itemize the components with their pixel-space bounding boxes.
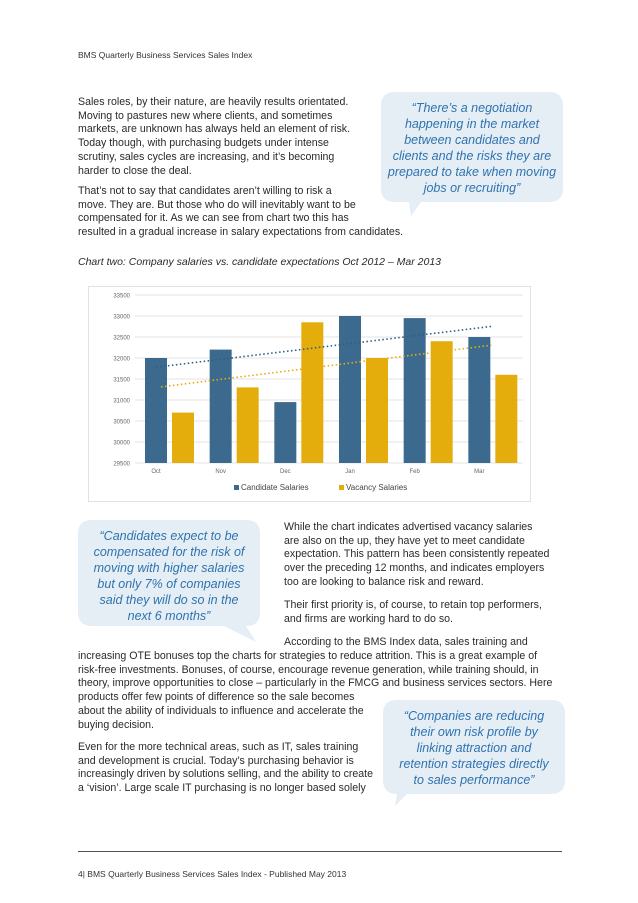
bar-chart: 29500 30000 30500 31000 31500 32000 32500 33000… (113, 294, 523, 492)
text-line: Sales roles, by their nature, are heavil… (78, 96, 349, 108)
y-tick-label: 33000 (113, 315, 130, 321)
text-line: markets, are unknown has always held an … (78, 123, 351, 136)
legend-swatch-candidate (234, 485, 239, 490)
chart-title: Chart two: Company salaries vs. candidat… (78, 256, 442, 268)
text-line: resulted in a gradual increase in salary… (78, 226, 404, 239)
page-header: BMS Quarterly Business Services Sales In… (78, 50, 253, 60)
quote-line: jobs or recruiting” (423, 181, 521, 195)
chart-container: 29500 30000 30500 31000 31500 32000 32500 33000… (88, 286, 531, 502)
body-full-width: increasing OTE bonuses top the charts fo… (78, 650, 552, 732)
x-tick-label: Feb (409, 469, 420, 475)
text-line: move. They are. But those who do will in… (78, 198, 356, 211)
bar-vacancy (495, 374, 518, 463)
quote-line: between candidates and (404, 133, 540, 147)
pull-quote-negotiation: “There’s a negotiation happening in the … (381, 92, 563, 218)
quote-line: next 6 months” (127, 609, 211, 623)
bar-candidate (468, 337, 491, 463)
text-line: Moving to pastures new where clients, an… (78, 109, 333, 122)
x-tick-label: Jan (345, 469, 355, 475)
y-tick-label: 31000 (113, 399, 130, 405)
pull-quote-companies: “Companies are reducing their own risk p… (383, 700, 565, 808)
text-line: According to the BMS Index data, sales t… (284, 636, 528, 648)
quote-line: “Candidates expect to be (99, 529, 239, 543)
text-line: Even for the more technical areas, such … (78, 741, 359, 753)
quote-line: their own risk profile by (410, 725, 538, 739)
legend-label-candidate: Candidate Salaries (241, 483, 309, 492)
quote-line: clients and the risks they are (392, 149, 552, 163)
text-line: and development is crucial. Today’s purc… (78, 754, 354, 767)
text-line: While the chart indicates advertised vac… (284, 521, 533, 533)
intro-paragraph-1: Sales roles, by their nature, are heavil… (78, 96, 350, 178)
text-line: increasingly driven by solutions selling… (78, 768, 374, 781)
text-line: scrutiny, sales cycles are increasing, a… (78, 150, 335, 163)
pull-quote-candidates: “Candidates expect to be compensated for… (78, 520, 260, 644)
text-line: a ‘vision’. Large scale IT purchasing is… (78, 782, 366, 795)
quote-line: moving with higher salaries (93, 561, 245, 575)
text-line: products offer few points of difference … (78, 691, 355, 704)
legend-label-vacancy: Vacancy Salaries (346, 483, 407, 492)
bar-vacancy (301, 322, 324, 463)
text-line: are also on the up, they have yet to mee… (284, 534, 525, 547)
y-tick-label: 30000 (113, 441, 130, 447)
quote-line: retention strategies directly (399, 757, 549, 771)
x-tick-label: Dec (280, 469, 291, 475)
quote-line: linking attraction and (416, 741, 532, 755)
y-tick-label: 30500 (113, 420, 130, 426)
quote-line: said they will do so in the (99, 593, 239, 607)
trendline-candidate (155, 325, 492, 368)
speech-bubble-shape (78, 520, 260, 642)
bar-vacancy (430, 341, 453, 463)
quote-line: “There’s a negotiation (411, 101, 533, 115)
bar-candidate (145, 358, 167, 463)
bar-vacancy (236, 387, 259, 463)
left-paragraph-it: Even for the more technical areas, such … (78, 741, 373, 796)
trendline-vacancy (160, 344, 492, 388)
right-paragraph-3-start: According to the BMS Index data, sales t… (284, 636, 528, 650)
text-line: too are looking to balance risk and rewa… (284, 575, 484, 588)
x-tick-label: Oct (151, 469, 161, 475)
intro-paragraph-2: That’s not to say that candidates aren’t… (78, 185, 403, 240)
quote-line: “Companies are reducing (403, 709, 545, 723)
bar-candidate (403, 318, 426, 463)
y-tick-label: 33500 (113, 294, 130, 300)
bar-candidate (274, 402, 297, 463)
footer-divider (78, 851, 562, 852)
text-line: That’s not to say that candidates aren’t… (78, 185, 332, 197)
right-paragraph-2: Their first priority is, of course, to r… (284, 599, 542, 626)
x-tick-label: Mar (474, 469, 484, 475)
y-tick-label: 31500 (113, 378, 130, 384)
speech-bubble-shape (381, 92, 563, 216)
bar-candidate (339, 316, 361, 463)
bar-vacancy (366, 358, 388, 463)
right-paragraph-1: While the chart indicates advertised vac… (284, 521, 549, 590)
quote-line: prepared to take when moving (387, 165, 557, 179)
quote-line: to sales performance” (413, 773, 535, 787)
text-line: increasing OTE bonuses top the charts fo… (78, 650, 538, 662)
text-line: risk-free investments. Bonuses, of cours… (78, 663, 539, 676)
legend-swatch-vacancy (339, 485, 344, 490)
y-tick-label: 32000 (113, 357, 130, 363)
text-line: theory, improve opportunities to close –… (78, 677, 553, 690)
text-line: compensated for it. As we can see from c… (78, 212, 349, 225)
bar-candidate (209, 349, 232, 463)
x-tick-label: Nov (215, 469, 226, 475)
text-line: buying decision. (78, 718, 154, 731)
page-footer: 4| BMS Quarterly Business Services Sales… (78, 869, 347, 879)
text-line: over the preceding 12 months, and indica… (284, 562, 545, 575)
speech-bubble-shape (383, 700, 565, 806)
quote-line: compensated for the risk of (93, 545, 245, 559)
text-line: harder to close the deal. (78, 164, 192, 177)
text-line: expectation. This pattern has been consi… (284, 548, 550, 561)
quote-line: but only 7% of companies (97, 577, 241, 591)
y-tick-label: 32500 (113, 336, 130, 342)
text-line: about the ability of individuals to infl… (78, 704, 364, 717)
y-tick-label: 29500 (113, 462, 130, 468)
text-line: Today though, with purchasing budgets un… (78, 137, 329, 150)
bar-vacancy (172, 412, 194, 463)
text-line: Their first priority is, of course, to r… (284, 599, 542, 611)
quote-line: happening in the market (404, 117, 540, 131)
text-line: and firms are working hard to do so. (284, 612, 453, 625)
